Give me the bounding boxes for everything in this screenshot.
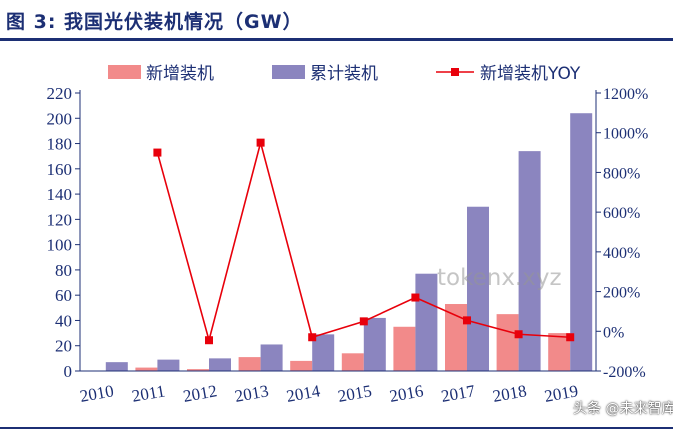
- legend-swatch-new-install: [108, 65, 141, 79]
- figure-title: 图 3: 我国光伏装机情况（GW）: [6, 11, 303, 33]
- bottom-rule: [0, 427, 673, 429]
- y-left-tick-label: 0: [64, 362, 73, 381]
- x-tick-label: 2018: [491, 381, 528, 406]
- yoy-point: [359, 317, 368, 326]
- y-left-tick-label: 40: [55, 311, 72, 330]
- bar-new-install: [238, 357, 261, 371]
- yoy-point: [153, 148, 162, 157]
- x-tick-label: 2015: [336, 381, 373, 406]
- legend-label-new-install: 新增装机: [146, 64, 214, 84]
- y-right-tick-label: -200%: [603, 364, 646, 381]
- watermark-text: tokenx.xyz: [437, 265, 562, 291]
- x-tick-label: 2010: [78, 381, 115, 406]
- wechat-logo-icon: [552, 399, 570, 417]
- figure-header: 图 3: 我国光伏装机情况（GW）: [0, 0, 673, 41]
- bar-new-install: [548, 333, 571, 371]
- x-tick-label: 2012: [182, 381, 219, 406]
- footer-credit: 头条 @未来智库: [552, 398, 673, 418]
- legend-swatch-yoy-marker: [451, 68, 459, 76]
- bar-cumulative-install: [105, 362, 128, 371]
- y-left-tick-label: 160: [47, 160, 73, 179]
- bar-new-install: [187, 369, 209, 371]
- y-right-tick-label: 600%: [603, 205, 640, 222]
- yoy-point: [411, 293, 420, 302]
- yoy-point: [205, 336, 213, 345]
- yoy-point: [514, 330, 523, 339]
- y-right-tick-label: 1200%: [603, 86, 648, 103]
- yoy-point: [566, 333, 575, 342]
- x-tick-label: 2014: [285, 381, 322, 406]
- y-left-tick-label: 220: [47, 84, 73, 103]
- bar-new-install: [445, 304, 467, 371]
- y-right-tick-label: 200%: [603, 285, 640, 302]
- bar-cumulative-install: [518, 151, 541, 371]
- bar-layer: [105, 113, 593, 371]
- y-right-tick-label: 0%: [603, 324, 624, 341]
- bar-cumulative-install: [312, 334, 335, 371]
- x-tick-label: 2017: [440, 381, 477, 406]
- x-tick-label: 2011: [130, 381, 166, 406]
- bar-new-install: [393, 326, 416, 371]
- bar-cumulative-install: [467, 206, 489, 371]
- title-rule: [0, 38, 673, 41]
- yoy-point: [463, 316, 471, 325]
- y-right-tick-label: 400%: [603, 245, 640, 262]
- y-left-tick-label: 200: [47, 109, 73, 128]
- bar-cumulative-install: [209, 358, 231, 371]
- yoy-line-layer: [153, 138, 575, 345]
- legend-label-yoy: 新增装机YOY: [480, 64, 581, 84]
- y-left-tick-label: 140: [47, 185, 73, 204]
- bar-cumulative-install: [157, 359, 180, 371]
- y-left-tick-label: 180: [47, 135, 73, 154]
- bar-new-install: [341, 353, 364, 371]
- y-right-tick-label: 1000%: [603, 126, 648, 143]
- yoy-point: [308, 333, 317, 342]
- y-left-tick-label: 120: [47, 210, 73, 229]
- x-tick-label: 2013: [233, 381, 270, 406]
- bar-cumulative-install: [260, 344, 283, 371]
- y-left-tick-label: 60: [55, 286, 72, 305]
- legend-label-cumulative-install: 累计装机: [310, 64, 378, 84]
- y-left-tick-label: 100: [47, 236, 73, 255]
- legend-swatch-cumulative-install: [272, 65, 305, 79]
- bar-cumulative-install: [415, 273, 438, 371]
- bar-cumulative-install: [363, 317, 386, 371]
- yoy-line: [156, 139, 571, 344]
- y-left-tick-label: 80: [55, 261, 72, 280]
- bar-cumulative-install: [570, 113, 593, 371]
- bar-new-install: [135, 367, 158, 371]
- bar-new-install: [496, 314, 519, 371]
- bar-new-install: [290, 360, 313, 371]
- chart-legend: 新增装机 累计装机 新增装机YOY: [108, 64, 581, 84]
- yoy-point: [256, 138, 265, 147]
- y-right-tick-label: 800%: [603, 165, 640, 182]
- y-left-tick-label: 20: [55, 337, 72, 356]
- footer-credit-text: 头条 @未来智库: [573, 401, 673, 417]
- x-tick-label: 2016: [388, 381, 425, 406]
